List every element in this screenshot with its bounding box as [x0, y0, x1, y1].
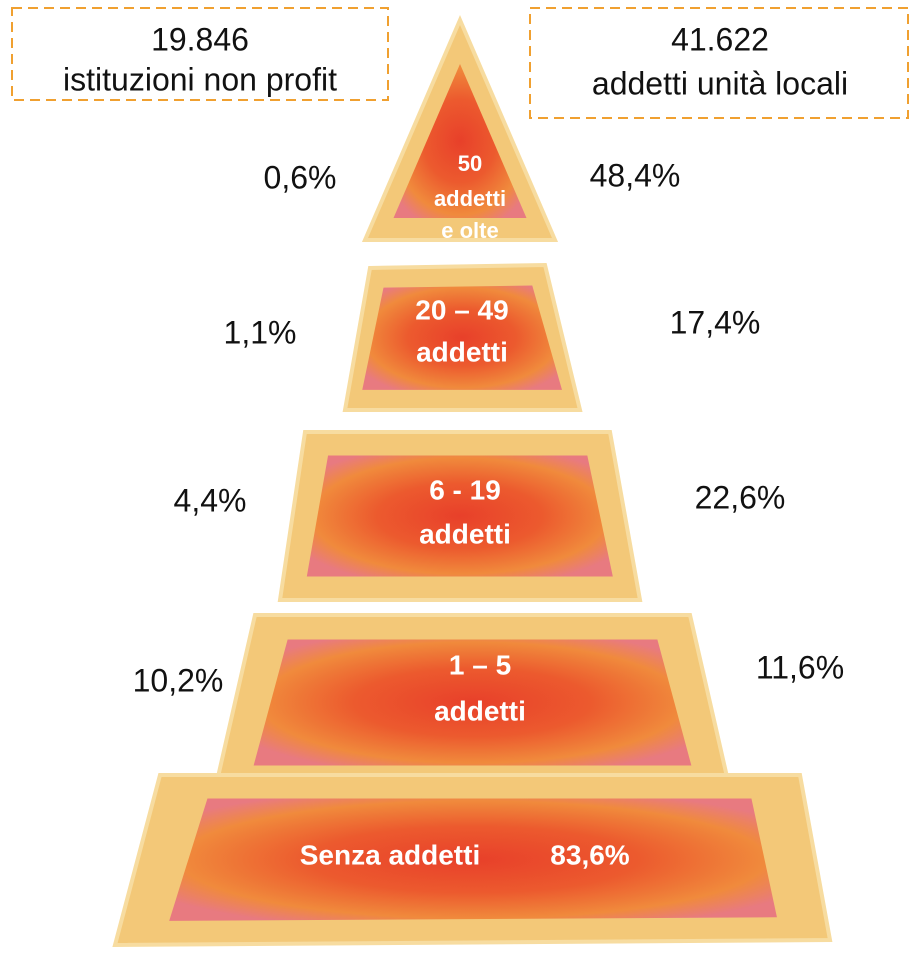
- tier-label: 6 - 19: [429, 474, 501, 505]
- tier-label: addetti: [419, 518, 511, 549]
- page: 19.846 istituzioni non profit 41.622 add…: [0, 0, 922, 958]
- box-label: addetti unità locali: [592, 65, 848, 101]
- tier-label: Senza addetti: [300, 839, 480, 870]
- right-percent: 22,6%: [695, 479, 786, 515]
- tier-label: addetti: [434, 186, 506, 211]
- right-percent: 48,4%: [590, 157, 681, 193]
- tier-label: 1 – 5: [449, 649, 511, 680]
- box-label: istituzioni non profit: [63, 61, 337, 97]
- box-number: 19.846: [151, 21, 249, 57]
- left-percent: 1,1%: [224, 314, 297, 350]
- left-percent: 0,6%: [264, 159, 337, 195]
- tier-label: addetti: [434, 695, 526, 726]
- pyramid-infographic: 19.846 istituzioni non profit 41.622 add…: [0, 0, 922, 958]
- tier-label: 20 – 49: [415, 294, 508, 325]
- box-number: 41.622: [671, 21, 769, 57]
- right-percent: 17,4%: [670, 304, 761, 340]
- left-percent: 4,4%: [174, 482, 247, 518]
- tier-label: addetti: [416, 336, 508, 367]
- tier-label: 83,6%: [550, 839, 629, 870]
- tier-label: 50: [458, 151, 482, 176]
- left-percent: 10,2%: [133, 662, 224, 698]
- tier-label: e olte: [441, 218, 498, 243]
- right-percent: 11,6%: [756, 649, 844, 685]
